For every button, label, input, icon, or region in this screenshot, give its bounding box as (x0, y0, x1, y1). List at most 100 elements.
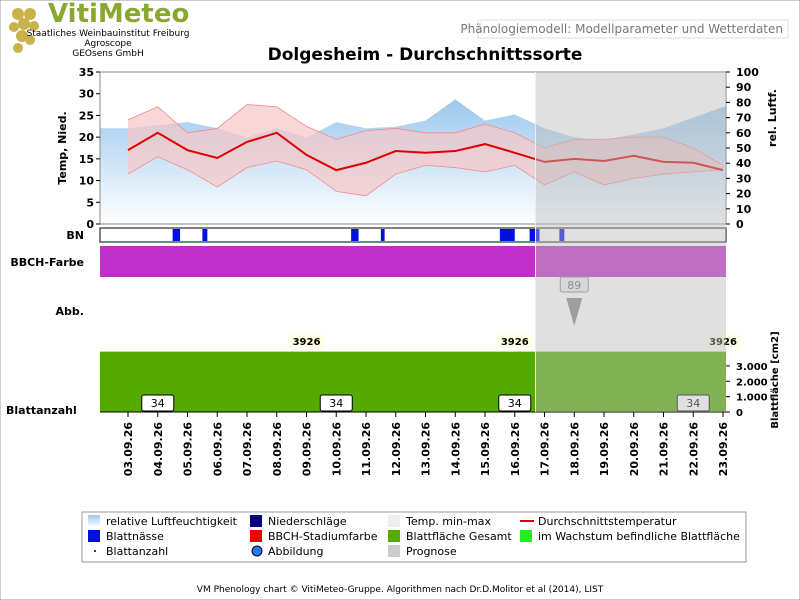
y-tick-label: 0 (86, 218, 94, 231)
legend-swatch (388, 515, 400, 527)
y2-tick-label: 100 (736, 66, 759, 79)
header: Phänologiemodell: Modellparameter und We… (460, 22, 783, 36)
legend-label: Durchschnittstemperatur (538, 515, 677, 528)
logo-line: Staatliches Weinbauinstitut Freiburg (27, 29, 190, 39)
legend-label: Niederschläge (268, 515, 347, 528)
legend-swatch (250, 530, 262, 542)
x-tick-label: 17.09.26 (539, 422, 552, 477)
wetness-bar (351, 229, 359, 241)
leaf-tick-label: 2.000 (736, 377, 768, 388)
x-tick-label: 13.09.26 (420, 422, 433, 477)
x-tick-label: 16.09.26 (509, 422, 522, 477)
temp-line (127, 131, 724, 172)
y2-tick-label: 40 (736, 157, 752, 170)
wetness-bar (559, 229, 565, 241)
x-tick-label: 14.09.26 (449, 422, 462, 477)
y2-tick-label: 50 (736, 142, 752, 155)
y-tick-label: 15 (79, 153, 94, 166)
y2-tick-label: 10 (736, 203, 752, 216)
panel-label: BN (66, 229, 84, 242)
y-tick-label: 35 (79, 66, 94, 79)
overlay: 0 5 10 15 20 25 30 35 0 10 20 30 40 50 60 70 80 90 100 89 0 1… (79, 66, 768, 558)
logo-name: VitiMeteo (48, 0, 189, 29)
y2-tick-label: 20 (736, 188, 752, 201)
leaf-tick-label: 0 (736, 408, 743, 419)
leaf-area-label-box (705, 334, 741, 348)
x-tick-label: 18.09.26 (568, 422, 581, 477)
leaf-count-label: 34 (329, 397, 343, 410)
bbch-strip (100, 246, 726, 277)
leaf-area-label: Blattfläche [cm2] (770, 331, 781, 428)
legend-swatch (250, 515, 262, 527)
leaf-count-label: 34 (151, 397, 165, 410)
wetness-bar (529, 229, 540, 241)
stage-box (559, 276, 589, 293)
x-tick-label: 21.09.26 (658, 422, 671, 477)
leaf-area-area (100, 351, 726, 412)
x-tick-label: 07.09.26 (241, 422, 254, 477)
y-tick-label: 20 (79, 131, 95, 144)
logo-line: Agroscope (84, 39, 132, 49)
x-tick-label: 12.09.26 (390, 422, 403, 477)
leaf-count-box (141, 394, 175, 412)
legend-label: Blattanzahl (106, 545, 168, 558)
legend (81, 511, 747, 563)
plot (100, 99, 726, 224)
x-tick-label: 23.09.26 (717, 422, 730, 477)
y2-tick-label: 30 (736, 172, 752, 185)
y-tick-label: 10 (79, 175, 95, 188)
x-tick-label: 03.09.26 (122, 422, 135, 477)
x-tick-label: 19.09.26 (598, 422, 611, 477)
legend-label: Abbildung (268, 545, 324, 558)
header-box (477, 19, 789, 39)
leaf-area-label-box (288, 334, 325, 348)
legend-swatch (388, 545, 400, 557)
temp-max (127, 104, 724, 166)
y-tick-label: 5 (86, 196, 94, 209)
grape-icon (566, 298, 583, 326)
x-tick-label: 04.09.26 (152, 422, 165, 477)
legend-label: Prognose (406, 545, 457, 558)
leaf-count-box (319, 394, 353, 412)
panel-label: Blattanzahl (6, 404, 77, 417)
leaf-area-label: 3926 (709, 337, 737, 348)
y2-tick-label: 90 (736, 81, 752, 94)
legend-label: im Wachstum befindliche Blattfläche (538, 530, 740, 543)
logo-icon (9, 8, 39, 53)
x-tick-label: 09.09.26 (301, 422, 314, 477)
x-tick-label: 20.09.26 (628, 422, 641, 477)
wetness-strip (99, 227, 727, 243)
panel-label: Abb. (56, 305, 84, 318)
legend-label: BBCH-Stadiumfarbe (268, 530, 378, 543)
wetness-bar (499, 229, 515, 241)
forecast-overlay (535, 72, 726, 412)
panel-label: BBCH-Farbe (10, 256, 84, 269)
legend-label: Blattnässe (106, 530, 164, 543)
x-tick-label: 15.09.26 (479, 422, 492, 477)
y-tick-label: 25 (79, 109, 94, 122)
y2-tick-label: 70 (736, 112, 752, 125)
leaf-count-box (676, 394, 710, 412)
leaf-area-label-box (496, 334, 533, 348)
temp-band (128, 104, 723, 196)
chart-title: Dolgesheim - Durchschnittssorte (268, 45, 583, 65)
leaf-count-label: 34 (686, 397, 700, 410)
legend-swatch (94, 550, 96, 552)
y2-tick-label: 80 (736, 96, 752, 109)
x-tick-label: 22.09.26 (687, 422, 700, 477)
legend-swatch (88, 530, 100, 542)
x-tick-label: 06.09.26 (211, 422, 224, 477)
stage-label: 89 (567, 279, 581, 292)
footer: VM Phenology chart © VitiMeteo-Gruppe. A… (197, 585, 604, 595)
y2-tick-label: 0 (736, 218, 744, 231)
wetness-bar (380, 229, 385, 241)
legend-swatch (520, 530, 532, 542)
x-tick-label: 05.09.26 (182, 422, 195, 477)
leaf-tick-label: 3.000 (736, 362, 768, 373)
legend-label: Temp. min-max (405, 515, 491, 528)
leaf-area-label: 3926 (293, 337, 321, 348)
temp-min (127, 156, 724, 197)
y2-tick-label: 60 (736, 127, 752, 140)
y-axis-label: Temp, Nied. (56, 111, 69, 184)
